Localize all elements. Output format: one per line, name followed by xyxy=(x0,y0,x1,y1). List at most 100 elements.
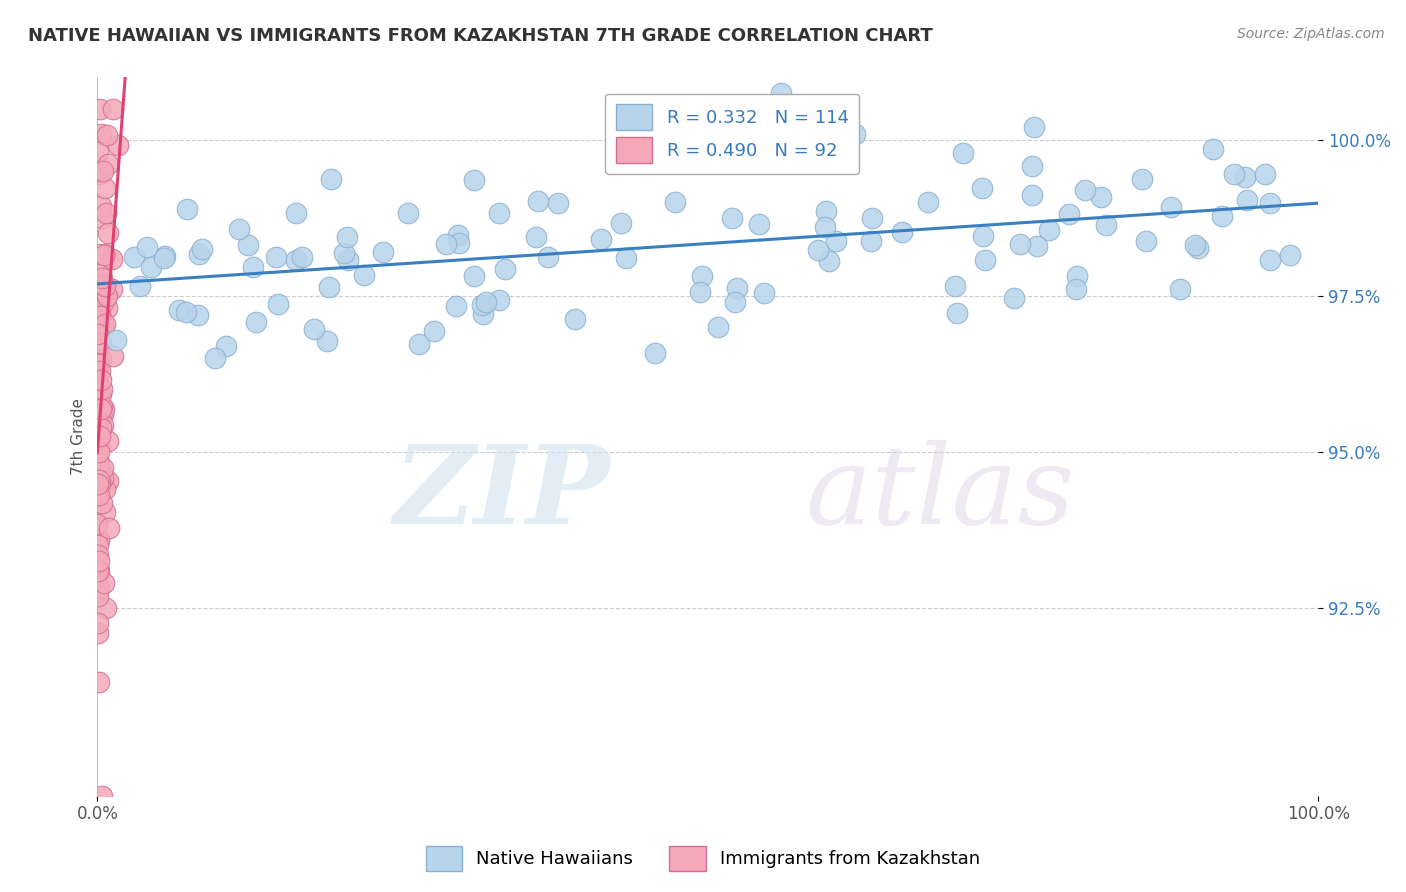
Point xyxy=(93,248,115,262)
Point xyxy=(238,238,260,252)
Point xyxy=(101,102,124,116)
Point xyxy=(87,564,110,578)
Point xyxy=(90,421,112,435)
Point xyxy=(970,181,993,195)
Point xyxy=(471,298,494,312)
Point xyxy=(228,222,250,236)
Point xyxy=(87,476,110,491)
Point xyxy=(89,429,111,443)
Point xyxy=(945,306,967,320)
Point xyxy=(139,260,162,275)
Point xyxy=(90,399,112,413)
Point xyxy=(87,167,110,181)
Point xyxy=(174,305,197,319)
Point xyxy=(87,416,110,430)
Point xyxy=(90,373,112,387)
Point xyxy=(86,376,108,390)
Point xyxy=(814,219,837,234)
Point xyxy=(1021,187,1043,202)
Point xyxy=(353,268,375,282)
Point xyxy=(89,307,111,321)
Point xyxy=(86,561,108,575)
Point xyxy=(89,309,111,323)
Point xyxy=(434,237,457,252)
Point xyxy=(86,516,108,531)
Point xyxy=(748,217,770,231)
Point xyxy=(644,345,666,359)
Point xyxy=(87,561,110,575)
Point xyxy=(87,564,110,578)
Point xyxy=(87,615,110,630)
Point xyxy=(624,121,647,136)
Point xyxy=(90,402,112,417)
Point xyxy=(87,582,110,596)
Point xyxy=(495,261,517,276)
Point xyxy=(87,325,110,339)
Text: Source: ZipAtlas.com: Source: ZipAtlas.com xyxy=(1237,27,1385,41)
Point xyxy=(336,230,359,244)
Point xyxy=(707,320,730,334)
Point xyxy=(1258,252,1281,267)
Point xyxy=(105,333,128,347)
Point xyxy=(87,357,110,371)
Legend: R = 0.332   N = 114, R = 0.490   N = 92: R = 0.332 N = 114, R = 0.490 N = 92 xyxy=(605,94,859,174)
Point xyxy=(89,440,111,454)
Point xyxy=(714,103,737,117)
Point xyxy=(93,181,115,195)
Point xyxy=(86,538,108,552)
Point xyxy=(90,351,112,366)
Point xyxy=(1074,183,1097,197)
Point xyxy=(814,204,837,219)
Point xyxy=(449,236,471,251)
Point xyxy=(97,226,120,240)
Point xyxy=(96,206,118,220)
Point xyxy=(94,601,117,615)
Point xyxy=(952,145,974,160)
Point xyxy=(93,285,115,299)
Y-axis label: 7th Grade: 7th Grade xyxy=(72,398,86,475)
Point xyxy=(1026,239,1049,253)
Point xyxy=(1066,269,1088,284)
Point xyxy=(589,232,612,246)
Point xyxy=(408,337,430,351)
Point xyxy=(319,172,342,186)
Point xyxy=(1279,248,1302,262)
Point xyxy=(242,260,264,274)
Point xyxy=(825,234,848,248)
Point xyxy=(1233,170,1256,185)
Point xyxy=(89,554,111,568)
Point xyxy=(87,486,110,500)
Point xyxy=(101,252,124,267)
Point xyxy=(190,242,212,256)
Point xyxy=(463,173,485,187)
Point xyxy=(917,195,939,210)
Point xyxy=(87,145,110,159)
Point xyxy=(96,128,118,142)
Point xyxy=(373,244,395,259)
Point xyxy=(93,293,115,308)
Point xyxy=(725,280,748,294)
Point xyxy=(972,228,994,243)
Point xyxy=(91,277,114,291)
Point xyxy=(90,211,112,226)
Point xyxy=(1187,241,1209,255)
Point xyxy=(1258,195,1281,210)
Point xyxy=(187,247,209,261)
Point xyxy=(974,253,997,268)
Point xyxy=(86,326,108,341)
Point xyxy=(153,249,176,263)
Point xyxy=(91,466,114,480)
Point xyxy=(90,267,112,281)
Point xyxy=(94,247,117,261)
Point xyxy=(98,521,121,535)
Point xyxy=(94,290,117,304)
Point xyxy=(91,318,114,333)
Point xyxy=(817,253,839,268)
Point xyxy=(87,533,110,547)
Point xyxy=(690,269,713,284)
Point xyxy=(187,309,209,323)
Point xyxy=(527,194,550,208)
Point xyxy=(90,281,112,295)
Point xyxy=(488,293,510,307)
Point xyxy=(215,339,238,353)
